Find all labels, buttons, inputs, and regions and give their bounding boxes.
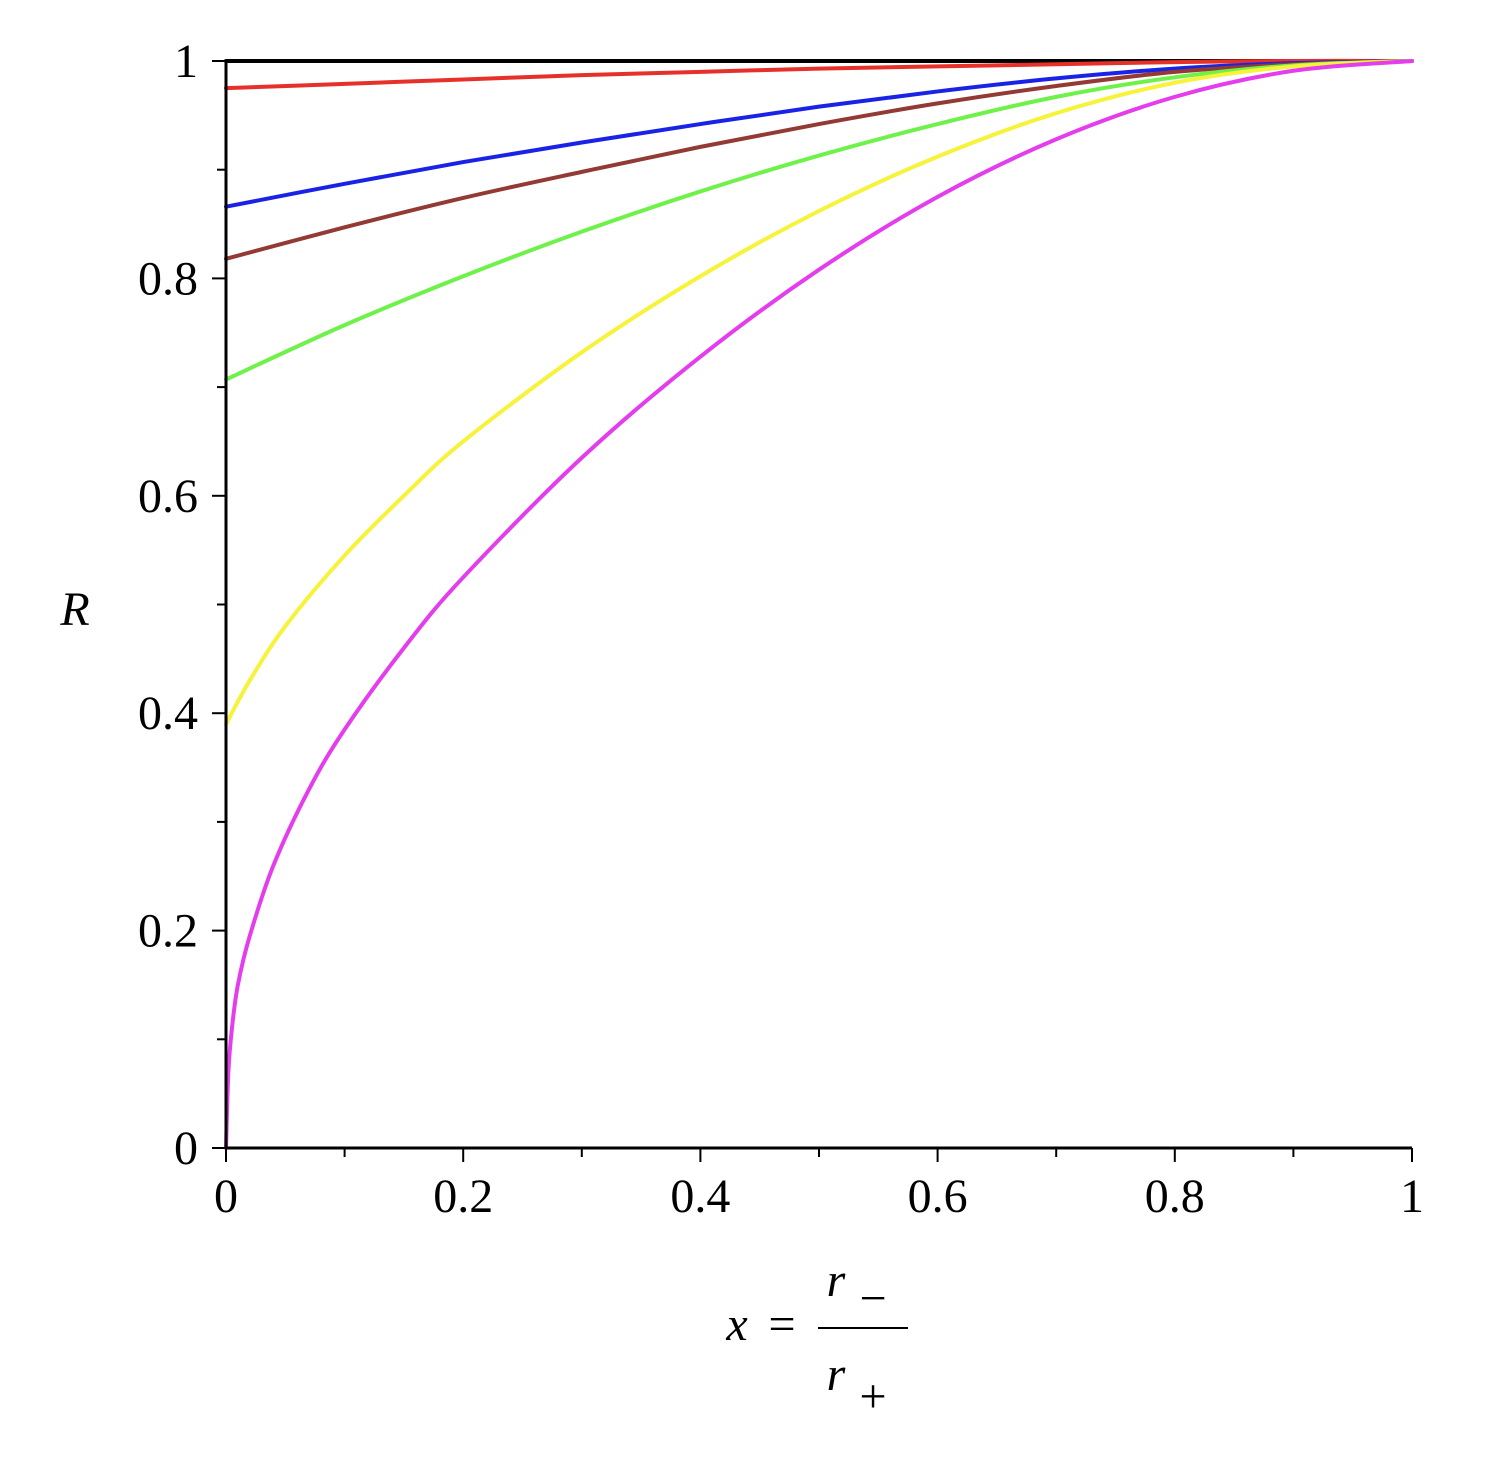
x-tick-label: 0.6	[908, 1170, 968, 1223]
y-tick-label: 1	[174, 35, 198, 88]
series-line-6	[224, 59, 1414, 1150]
x-tick-label: 1	[1400, 1170, 1424, 1223]
series-line-1	[224, 58, 1414, 91]
y-tick-label: 0.2	[138, 905, 198, 958]
x-tick-label: 0.4	[670, 1170, 730, 1223]
x-label-denominator: r	[827, 1348, 846, 1401]
x-label-numerator-subscript: −	[859, 1272, 886, 1325]
x-axis-label: x = r − r +	[725, 1254, 908, 1423]
y-tick-label: 0	[174, 1122, 198, 1175]
y-tick-label: 0.6	[138, 470, 198, 523]
series-line-2	[224, 59, 1414, 209]
x-tick-label: 0	[214, 1170, 238, 1223]
x-label-equals: =	[768, 1298, 795, 1351]
y-tick-label: 0.8	[138, 252, 198, 305]
x-tick-label: 0.2	[433, 1170, 493, 1223]
axes	[224, 61, 1412, 1150]
x-tick-label: 0.8	[1145, 1170, 1205, 1223]
series-layer	[224, 58, 1414, 1150]
series-line-4	[224, 59, 1414, 382]
y-axis-label: R	[59, 583, 89, 636]
x-label-variable: x	[725, 1298, 747, 1351]
ticks: 0 0.2 0.4 0.6 0.8 1 0 0.2 0.4 0.6 0.8 1	[138, 35, 1424, 1223]
series-line-3	[224, 59, 1414, 261]
x-label-denominator-subscript: +	[859, 1370, 886, 1423]
series-line-5	[224, 59, 1414, 727]
y-tick-label: 0.4	[138, 687, 198, 740]
x-label-numerator: r	[827, 1254, 846, 1307]
